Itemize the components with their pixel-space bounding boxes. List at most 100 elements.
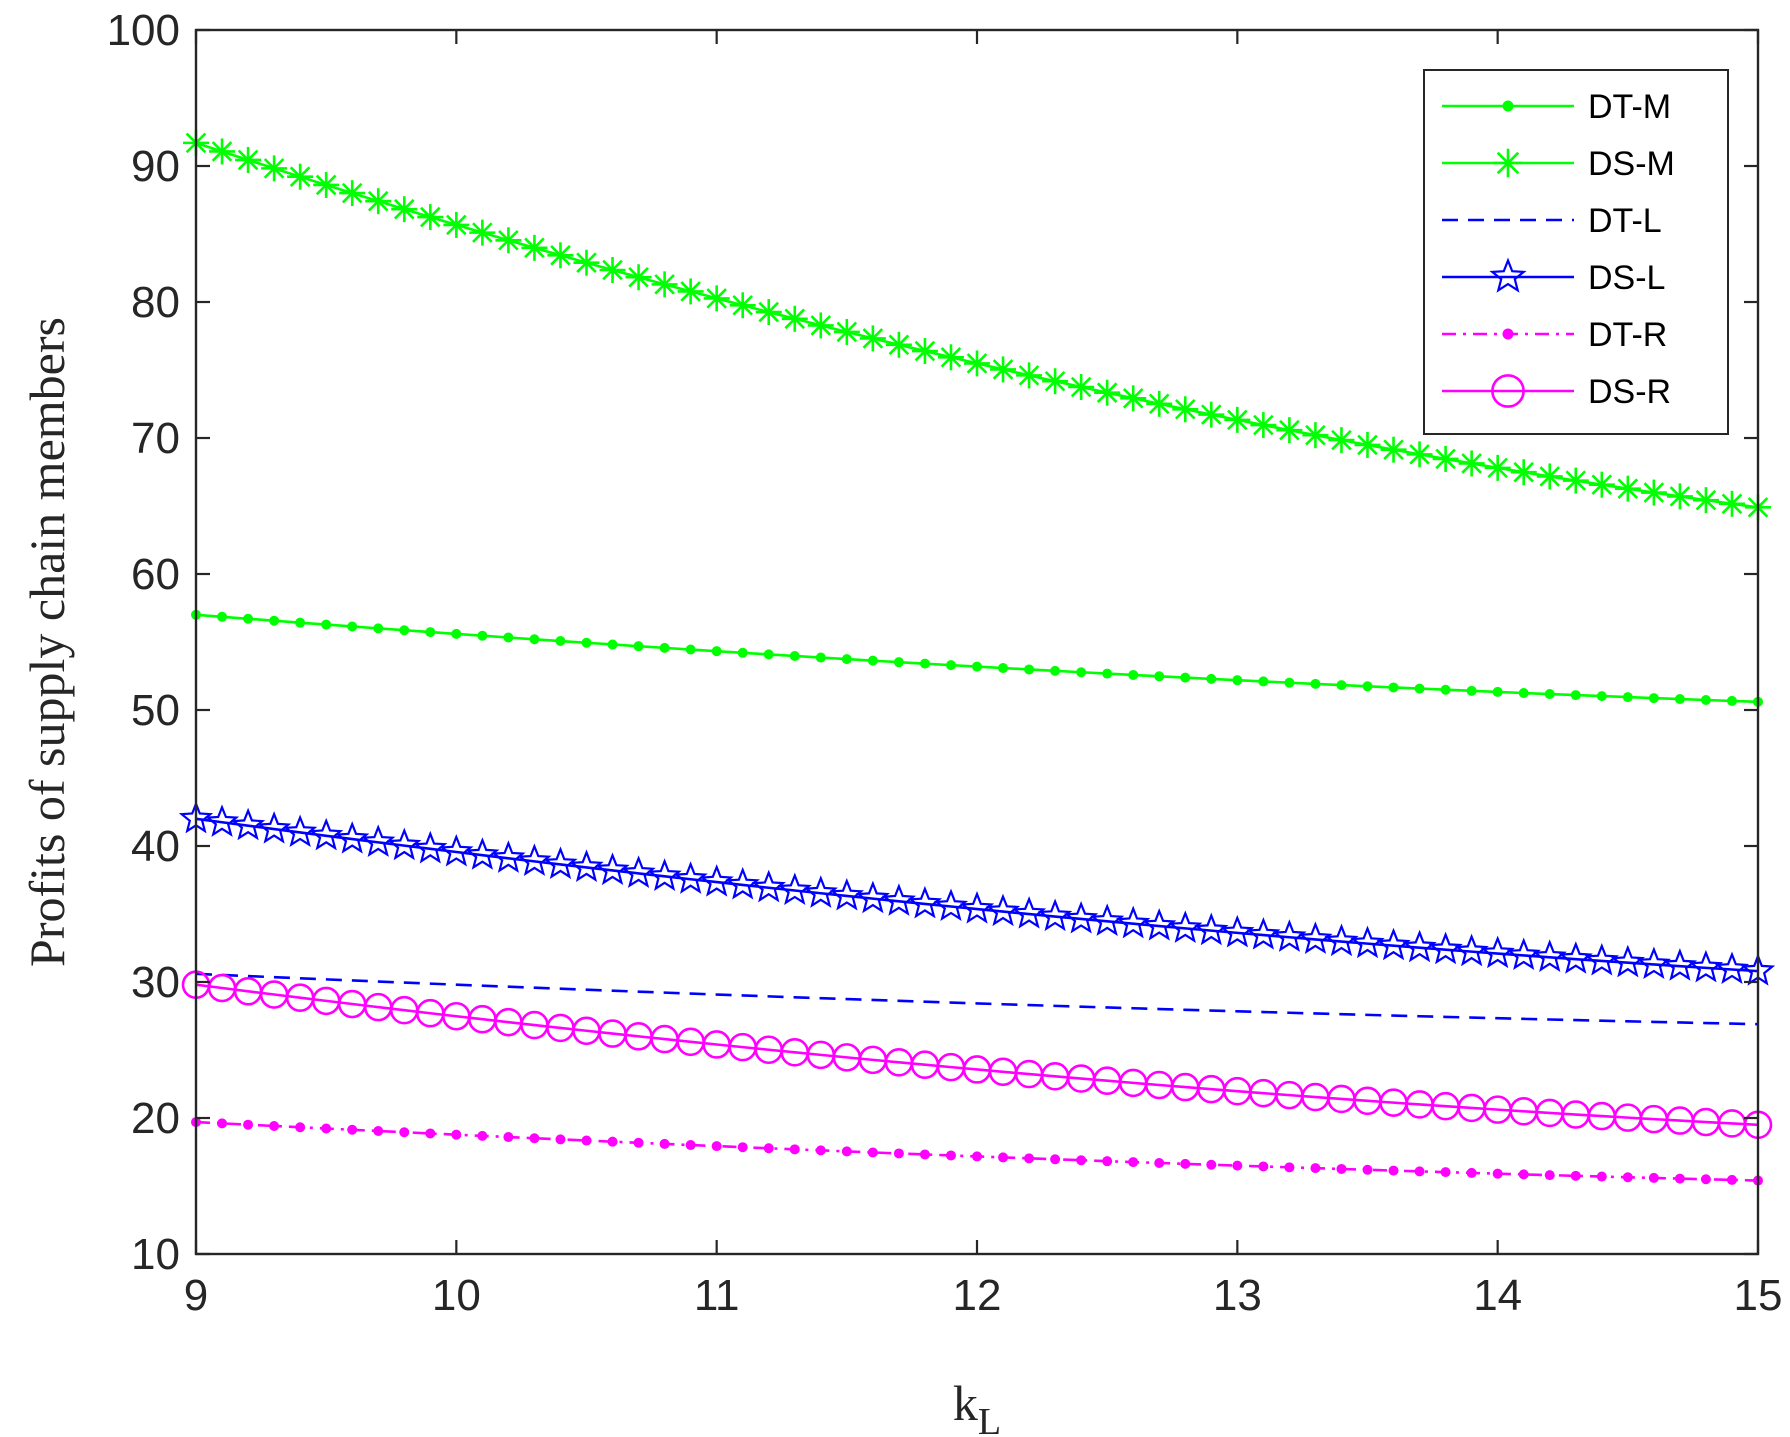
data-point-ds-l	[309, 817, 344, 851]
data-point-ds-m	[1198, 401, 1225, 428]
y-tick-label: 100	[107, 6, 180, 55]
data-point-ds-m	[1666, 483, 1693, 510]
data-point-dt-m	[269, 615, 280, 626]
data-point-ds-m	[1302, 422, 1329, 449]
data-point-ds-m	[1068, 374, 1095, 401]
data-point-ds-l	[647, 858, 682, 891]
legend-entry-dt-l: DT-L	[1442, 202, 1662, 240]
data-point-dt-r	[243, 1119, 254, 1130]
data-point-ds-l	[907, 885, 943, 919]
data-point-ds-m	[1588, 471, 1615, 498]
data-point-ds-m	[755, 299, 782, 326]
data-point-dt-m	[1024, 664, 1035, 675]
data-point-ds-l	[751, 869, 786, 903]
legend-entry-dt-m: DT-M	[1442, 88, 1671, 126]
data-point-dt-m	[243, 613, 254, 624]
data-point-ds-m	[1640, 479, 1667, 506]
legend-entry-ds-r: DS-R	[1442, 373, 1671, 411]
data-point-dt-m	[972, 661, 982, 672]
series-dt-l	[195, 972, 1759, 1026]
data-point-dt-m	[945, 660, 956, 671]
data-point-dt-r	[1128, 1157, 1139, 1168]
y-tick-label: 70	[131, 414, 180, 463]
data-point-ds-m	[1536, 463, 1563, 490]
data-point-dt-m	[1362, 681, 1373, 692]
data-point-ds-l	[1298, 921, 1333, 954]
data-point-ds-l	[1506, 937, 1541, 971]
data-point-dt-r	[685, 1140, 696, 1151]
series-layer	[178, 129, 1776, 1186]
legend-label-dt-l: DT-L	[1588, 202, 1662, 240]
series-dt-m	[191, 609, 1763, 707]
data-point-ds-m	[573, 249, 600, 276]
data-point-ds-l	[881, 883, 917, 916]
data-point-dt-m	[529, 634, 540, 645]
data-point-ds-m	[1458, 450, 1485, 477]
data-point-ds-m	[885, 331, 912, 358]
data-point-ds-l	[230, 807, 266, 841]
axes-layer	[194, 28, 1760, 1256]
data-point-ds-l	[959, 890, 995, 924]
data-point-dt-r	[295, 1122, 306, 1133]
data-point-ds-m	[261, 155, 288, 182]
data-point-dt-m	[789, 650, 800, 661]
data-point-ds-l	[1168, 910, 1203, 943]
data-point-dt-r	[1336, 1163, 1347, 1174]
data-point-ds-m	[937, 344, 964, 371]
data-point-dt-r	[347, 1124, 358, 1135]
data-point-dt-r	[919, 1149, 930, 1160]
data-point-ds-l	[1402, 929, 1437, 963]
data-point-ds-m	[1224, 406, 1251, 433]
data-point-dt-m	[217, 611, 228, 622]
legend: DT-M DS-M DT-L DS-L DT-R DS-R	[1423, 69, 1729, 435]
data-point-dt-r	[867, 1147, 878, 1158]
data-point-ds-l	[673, 861, 708, 894]
data-point-ds-m	[807, 312, 834, 339]
y-tick-label: 10	[131, 1230, 180, 1279]
data-point-ds-m	[391, 196, 418, 223]
data-point-dt-m	[1544, 689, 1555, 700]
data-point-dt-r	[581, 1135, 592, 1146]
x-axis-title-subscript: L	[978, 1401, 1001, 1437]
legend-label-dt-r: DT-R	[1588, 316, 1667, 354]
legend-label-ds-l: DS-L	[1588, 259, 1665, 297]
data-point-ds-m	[443, 211, 470, 238]
data-point-ds-l	[1324, 923, 1359, 957]
data-point-ds-m	[1354, 431, 1381, 458]
data-point-dt-r	[972, 1151, 982, 1162]
data-point-dt-r	[1518, 1169, 1529, 1180]
data-point-ds-m	[495, 227, 522, 254]
data-point-ds-m	[1016, 362, 1043, 389]
data-point-dt-m	[503, 632, 514, 643]
series-dt-r	[191, 1117, 1763, 1186]
data-point-dt-m	[1622, 692, 1633, 703]
x-tick-label: 13	[1213, 1271, 1262, 1320]
y-axis-title: Profits of supply chain members	[19, 317, 75, 967]
data-point-ds-m	[990, 356, 1017, 383]
data-point-ds-m	[417, 204, 444, 231]
data-point-ds-m	[521, 234, 548, 261]
data-point-ds-l	[413, 830, 448, 864]
data-point-dt-m	[998, 663, 1009, 674]
data-point-ds-l	[1610, 944, 1645, 978]
data-point-ds-l	[725, 866, 760, 900]
data-point-ds-l	[699, 864, 734, 897]
data-point-dt-m	[1310, 678, 1321, 689]
data-point-dt-m	[1232, 675, 1243, 686]
data-point-dt-r	[1622, 1172, 1633, 1183]
data-point-dt-r	[1284, 1162, 1295, 1173]
data-point-ds-m	[1484, 454, 1511, 481]
data-point-ds-l	[1376, 927, 1411, 961]
data-point-ds-l	[283, 814, 318, 848]
data-point-dt-r	[321, 1123, 332, 1134]
legend-label-ds-r: DS-R	[1588, 373, 1671, 411]
data-point-dt-r	[1544, 1170, 1555, 1181]
data-point-ds-m	[677, 278, 704, 305]
data-point-dt-r	[1648, 1172, 1659, 1183]
data-point-dt-r	[945, 1150, 956, 1161]
legend-marker-ds-m	[1493, 148, 1523, 178]
data-point-ds-m	[625, 264, 652, 291]
data-point-ds-m	[209, 138, 236, 165]
